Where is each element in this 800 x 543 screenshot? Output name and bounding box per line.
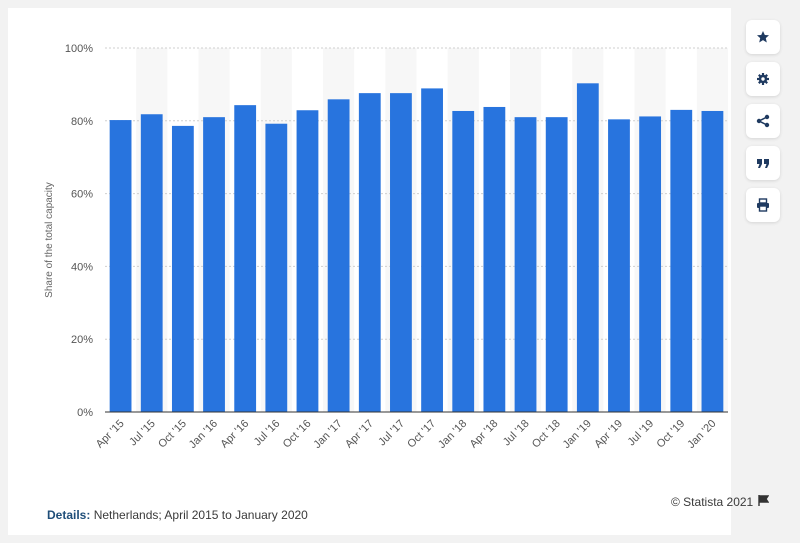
statista-credit[interactable]: © Statista 2021 <box>671 495 770 509</box>
x-tick-label: Apr '19 <box>592 418 625 451</box>
chart-card: 0% 20% 40% 60% 80% 100% Apr '15 Jul '15 Oct '15… <box>8 8 731 535</box>
y-axis-label: Share of the total capacity <box>44 182 55 298</box>
y-tick-label: 100% <box>65 43 93 55</box>
x-tick-label: Apr '15 <box>94 418 127 451</box>
x-tick-label: Oct '15 <box>156 418 189 451</box>
x-tick-label: Oct '18 <box>530 418 563 451</box>
y-tick-label: 0% <box>77 407 93 419</box>
x-tick-label: Apr '17 <box>343 418 376 451</box>
bar[interactable] <box>701 110 724 413</box>
x-tick-label: Jul '19 <box>626 418 657 449</box>
print-icon <box>757 198 769 212</box>
bar[interactable] <box>358 93 381 413</box>
x-tick-label: Jul '18 <box>501 418 532 449</box>
x-tick-label: Oct '17 <box>405 418 438 451</box>
x-tick-label: Jul '16 <box>252 418 283 449</box>
bar[interactable] <box>203 117 225 412</box>
x-tick-label: Oct '19 <box>655 418 688 451</box>
bar[interactable] <box>234 105 257 412</box>
x-tick-label: Jan '16 <box>187 418 220 451</box>
bar[interactable] <box>670 109 693 412</box>
x-tick-label: Jan '18 <box>436 418 469 451</box>
bar[interactable] <box>265 123 288 412</box>
share-button[interactable] <box>746 104 780 138</box>
y-axis-ticks: 0% 20% 40% 60% 80% 100% <box>65 43 93 419</box>
print-button[interactable] <box>746 188 780 222</box>
y-tick-label: 20% <box>71 334 93 346</box>
bar[interactable] <box>109 120 132 413</box>
credit-text: © Statista 2021 <box>671 495 754 509</box>
bar[interactable] <box>639 116 662 412</box>
bar[interactable] <box>545 117 568 412</box>
x-tick-label: Jul '17 <box>376 418 407 449</box>
bars <box>105 83 728 413</box>
x-tick-label: Apr '16 <box>218 418 251 451</box>
bar[interactable] <box>514 117 537 412</box>
cite-button[interactable] <box>746 146 780 180</box>
x-tick-label: Oct '16 <box>281 418 314 451</box>
settings-button[interactable] <box>746 62 780 96</box>
star-icon <box>757 31 769 43</box>
bar[interactable] <box>390 93 412 413</box>
flag-icon <box>758 495 770 509</box>
chart-toolbar <box>746 20 782 230</box>
details-note: Details: Netherlands; April 2015 to Janu… <box>47 508 308 522</box>
details-text: Netherlands; April 2015 to January 2020 <box>90 508 308 522</box>
x-tick-label: Apr '18 <box>468 418 501 451</box>
x-tick-label: Jan '20 <box>685 418 718 451</box>
bar[interactable] <box>296 110 319 412</box>
y-tick-label: 80% <box>71 116 93 128</box>
favorite-button[interactable] <box>746 20 780 54</box>
bar[interactable] <box>452 110 475 413</box>
y-tick-label: 40% <box>71 261 93 273</box>
bar[interactable] <box>140 114 163 413</box>
gear-icon <box>757 73 769 85</box>
bar[interactable] <box>576 83 599 413</box>
bar[interactable] <box>483 106 506 412</box>
details-label: Details: <box>47 508 91 522</box>
bar[interactable] <box>327 99 350 412</box>
bar[interactable] <box>608 119 630 413</box>
bar[interactable] <box>421 88 443 413</box>
x-tick-label: Jan '17 <box>311 418 344 451</box>
share-icon <box>756 114 770 128</box>
bar[interactable] <box>171 125 194 413</box>
x-tick-label: Jan '19 <box>561 418 594 451</box>
y-tick-label: 60% <box>71 189 93 201</box>
x-tick-label: Jul '15 <box>127 418 158 449</box>
quote-icon <box>757 159 769 168</box>
